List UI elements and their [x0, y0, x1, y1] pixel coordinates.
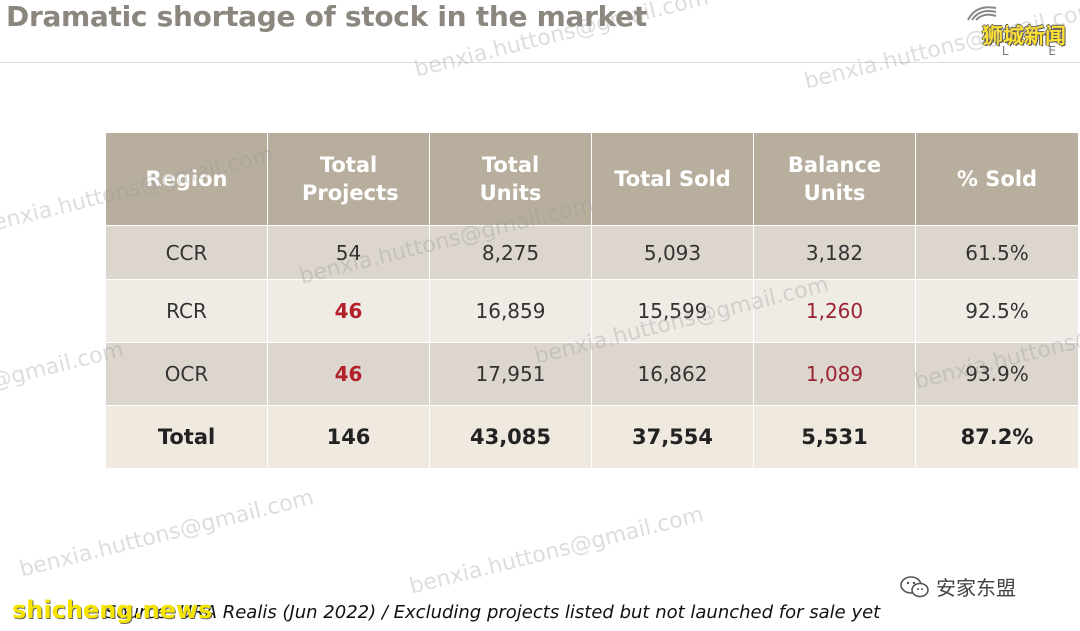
cell-total-projects: 46	[267, 279, 430, 343]
table-total-row: Total 146 43,085 37,554 5,531 87.2%	[105, 405, 1079, 469]
cell-region: CCR	[105, 225, 268, 280]
source-note: Source: URA Realis (Jun 2022) / Excludin…	[105, 602, 881, 623]
cell-total-percent-sold: 87.2%	[915, 405, 1079, 469]
page-title: Dramatic shortage of stock in the market	[6, 0, 647, 33]
col-header-region: Region	[105, 132, 268, 226]
col-header-total-projects: Total Projects	[267, 132, 430, 226]
cell-total-label: Total	[105, 405, 268, 469]
wechat-icon	[900, 575, 929, 597]
col-header-balance-units: Balance Units	[753, 132, 916, 226]
site-watermark: shicheng.news	[12, 596, 213, 624]
table-row: OCR 46 17,951 16,862 1,089 93.9%	[105, 342, 1079, 406]
cell-balance-units: 3,182	[753, 225, 916, 280]
cell-region: RCR	[105, 279, 268, 343]
cell-percent-sold: 93.9%	[915, 342, 1079, 406]
cell-balance-units: 1,089	[753, 342, 916, 406]
cell-total-balance-units: 5,531	[753, 405, 916, 469]
cell-region: OCR	[105, 342, 268, 406]
table-row: CCR 54 8,275 5,093 3,182 61.5%	[105, 225, 1079, 280]
stock-table: Region Total Projects Total Units Total …	[105, 132, 1079, 469]
cell-total-sold: 5,093	[591, 225, 754, 280]
watermark: benxia.huttons@gmail.com	[16, 485, 317, 583]
brand-letters: L E	[1001, 44, 1074, 58]
wechat-account-name: 安家东盟	[936, 576, 1016, 600]
col-header-total-sold: Total Sold	[591, 132, 754, 226]
table-header-row: Region Total Projects Total Units Total …	[105, 132, 1079, 226]
brand-logo: 狮城新闻 L E	[950, 0, 1080, 60]
cell-total-sold: 16,862	[591, 342, 754, 406]
lion-logo-icon	[967, 6, 997, 21]
cell-total-sold: 37,554	[591, 405, 754, 469]
col-header-total-units: Total Units	[429, 132, 592, 226]
cell-total-projects: 46	[267, 342, 430, 406]
cell-total-projects: 54	[267, 225, 430, 280]
table-row: RCR 46 16,859 15,599 1,260 92.5%	[105, 279, 1079, 343]
brand-name: 狮城新闻	[982, 24, 1066, 48]
cell-total-units: 8,275	[429, 225, 592, 280]
cell-total-sold: 15,599	[591, 279, 754, 343]
col-header-percent-sold: % Sold	[915, 132, 1079, 226]
watermark: benxia.huttons@gmail.com	[406, 502, 707, 600]
cell-total-units: 43,085	[429, 405, 592, 469]
wechat-account: 安家东盟	[900, 572, 1016, 601]
cell-percent-sold: 92.5%	[915, 279, 1079, 343]
title-divider	[0, 62, 1080, 63]
cell-total-units: 17,951	[429, 342, 592, 406]
cell-total-units: 16,859	[429, 279, 592, 343]
cell-total-projects: 146	[267, 405, 430, 469]
cell-percent-sold: 61.5%	[915, 225, 1079, 280]
